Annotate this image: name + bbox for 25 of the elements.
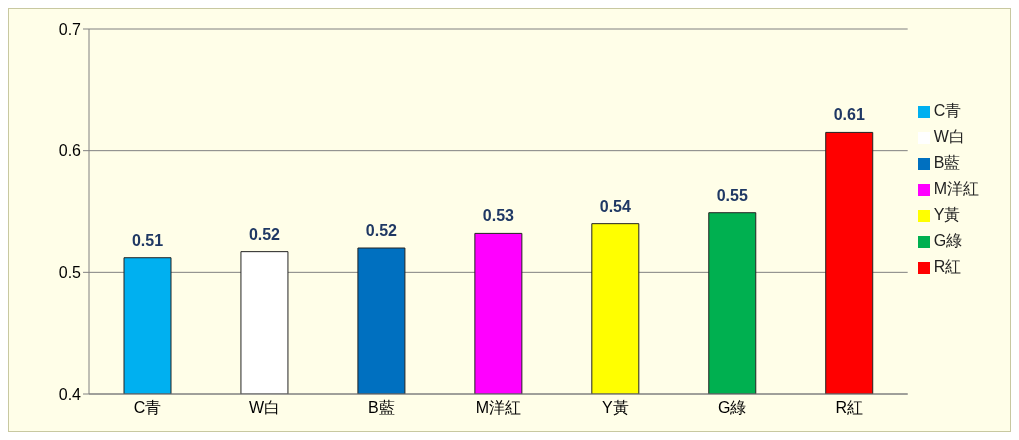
- y-tick-label: 0.7: [58, 20, 82, 38]
- legend-label: Y黃: [933, 206, 961, 223]
- x-tick-label: R紅: [835, 399, 863, 417]
- legend-label: R紅: [933, 258, 962, 275]
- y-tick-label: 0.6: [58, 142, 82, 160]
- data-label: 0.61: [833, 106, 865, 124]
- y-tick-label: 0.4: [58, 385, 82, 403]
- legend-label: G綠: [933, 232, 963, 249]
- legend-label: W白: [933, 128, 965, 145]
- legend-label: M洋紅: [933, 180, 979, 197]
- data-label: 0.55: [716, 186, 748, 204]
- x-tick-label: B藍: [368, 399, 395, 417]
- data-label: 0.54: [599, 197, 631, 215]
- data-label: 0.51: [131, 231, 164, 249]
- legend-label: B藍: [933, 154, 961, 171]
- data-label: 0.52: [365, 222, 398, 239]
- x-tick-label: C青: [133, 399, 162, 417]
- x-tick-label: W白: [248, 399, 280, 417]
- x-tick-label: G綠: [718, 399, 747, 417]
- data-label: 0.52: [248, 225, 281, 243]
- y-tick-label: 0.5: [58, 264, 82, 282]
- x-tick-label: M洋紅: [475, 399, 521, 417]
- legend-label: C青: [933, 102, 962, 119]
- data-label: 0.53: [482, 207, 515, 225]
- x-tick-label: Y黃: [601, 399, 629, 417]
